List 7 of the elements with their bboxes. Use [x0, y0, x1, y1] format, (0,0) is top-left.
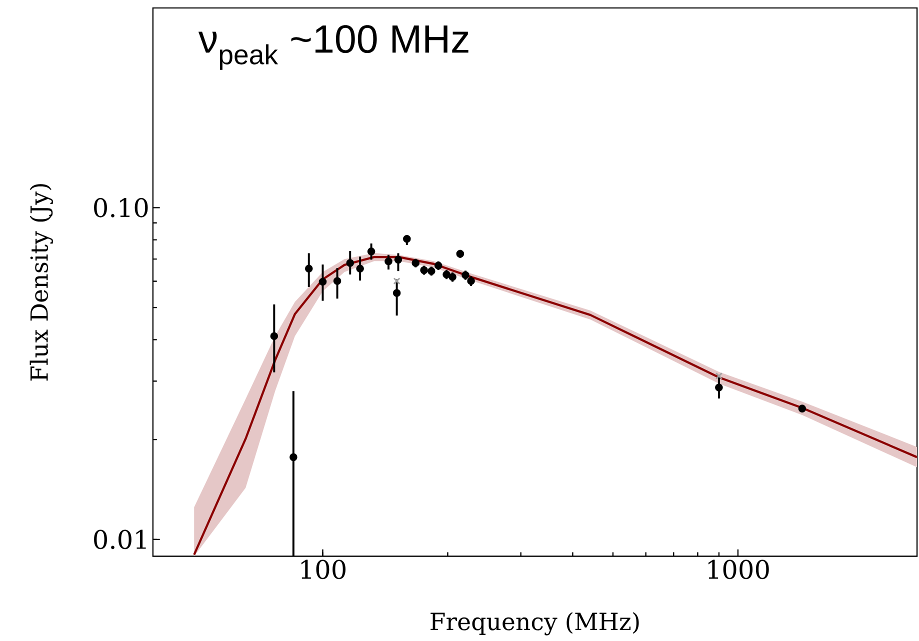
annotation: ν$_{peak}$ ~100 MHz — [198, 24, 468, 70]
x-tick-label: 100 — [301, 560, 346, 579]
x-tick-label: 1000 — [708, 560, 769, 579]
y-tick-label: 0.10 — [94, 198, 148, 218]
y-tick-label: 0.01 — [94, 530, 146, 549]
y-axis-title: Flux Density (Jy) — [30, 184, 53, 380]
x-axis-title: Frequency (MHz) — [430, 612, 639, 636]
